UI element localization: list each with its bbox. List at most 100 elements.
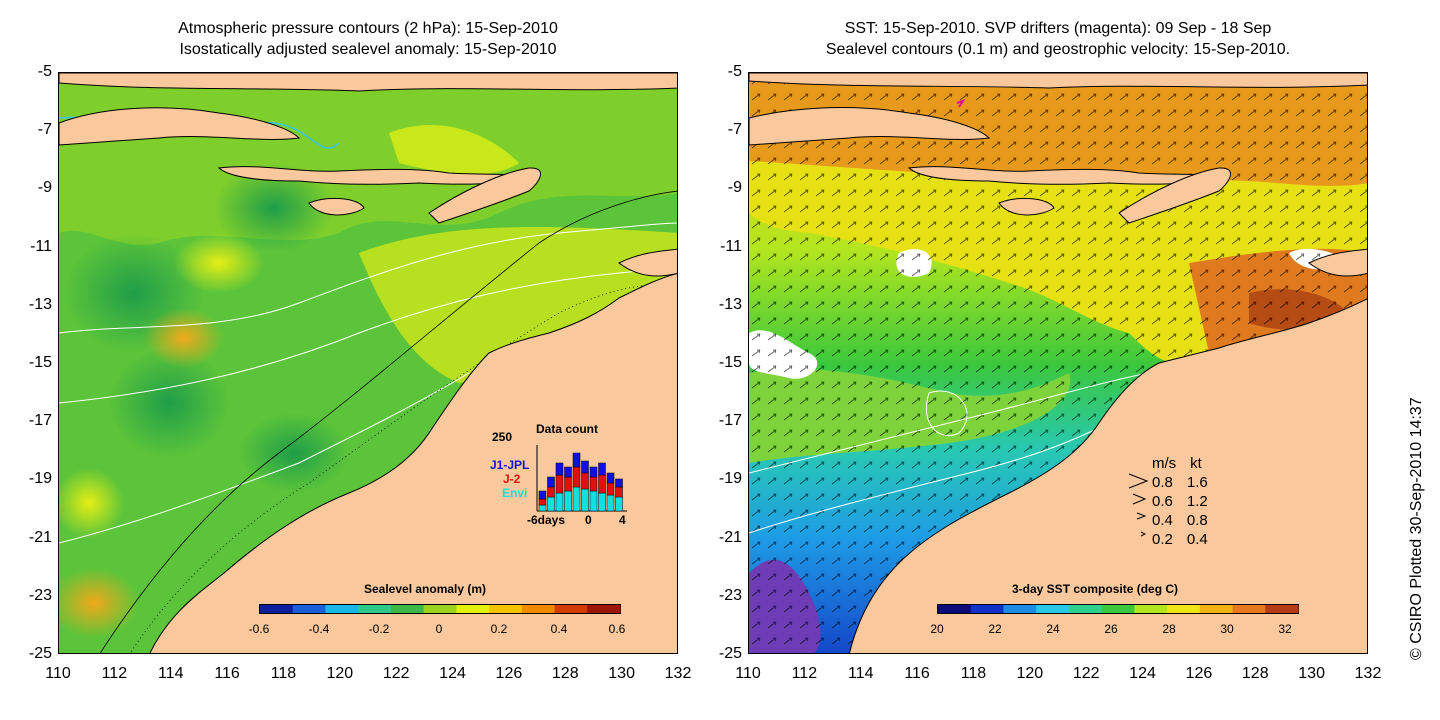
velocity-legend-kt: 1.6 (1186, 474, 1208, 491)
x-tick-label: 124 (1129, 665, 1156, 682)
inset-legend-j1: J1-JPL (490, 458, 530, 472)
inset-bar-segment (598, 474, 606, 494)
java-island (749, 107, 991, 146)
credit-text: © CSIRO Plotted 30-Sep-2010 14:37 (1408, 397, 1425, 660)
x-tick-label: 130 (1298, 665, 1325, 682)
timor-island (1118, 167, 1231, 224)
inset-bar-segment (564, 466, 572, 478)
inset-bar-segment (572, 452, 581, 468)
australia-landmass (849, 298, 1367, 653)
right-map-title: SST: 15-Sep-2010. SVP drifters (magenta)… (748, 18, 1368, 60)
right-title-line-1: SST: 15-Sep-2010. SVP drifters (magenta)… (844, 20, 1272, 37)
x-tick-label: 114 (157, 665, 184, 682)
velocity-legend-kt: 1.2 (1186, 493, 1208, 510)
colorbar-segment (489, 605, 523, 613)
x-tick-label: 132 (1354, 665, 1382, 682)
y-tick-label: -15 (718, 354, 742, 371)
y-tick-label: -9 (727, 179, 742, 197)
x-tick-label: 128 (551, 665, 579, 682)
x-tick-label: 122 (1072, 665, 1100, 682)
colorbar-segment (260, 605, 294, 613)
inset-bar-segment (572, 466, 581, 488)
left-cb-tick: -0.4 (308, 622, 330, 636)
right-cb-tick: 26 (1104, 622, 1118, 636)
velocity-legend-ms: 0.4 (1152, 512, 1173, 529)
left-cb-tick: -0.6 (248, 622, 270, 636)
y-tick-label: -17 (28, 412, 52, 430)
inset-bar-segment (615, 486, 623, 498)
australia-landmass (149, 273, 677, 653)
sealevel-anomaly-map (58, 72, 678, 654)
colorbar-segment (1134, 605, 1168, 613)
inset-bar-segment (581, 460, 589, 474)
x-tick-label: 130 (608, 665, 635, 682)
inset-bar-segment (547, 496, 555, 512)
right-cb-tick: 20 (930, 622, 944, 636)
left-cb-tick: 0.2 (490, 622, 508, 636)
x-tick-label: 128 (1241, 665, 1269, 682)
colorbar-segment (390, 605, 425, 613)
svp-drifter-track (956, 99, 966, 108)
sumba-island (308, 197, 365, 216)
colorbar-segment (456, 605, 490, 613)
inset-bar-segment (564, 490, 572, 512)
y-tick-label: -21 (28, 528, 52, 546)
right-colorbar-label: 3-day SST composite (deg C) (1012, 582, 1179, 596)
x-tick-label: 120 (326, 665, 354, 682)
y-tick-label: -9 (37, 179, 52, 197)
left-cb-tick: -0.2 (368, 622, 390, 636)
inset-bar-segment (581, 472, 589, 490)
inset-bar-segment (581, 488, 589, 512)
velocity-legend-kt: 0.8 (1186, 512, 1208, 529)
colorbar-segment (1167, 605, 1201, 613)
inset-bar-segment (555, 462, 564, 476)
x-tick-label: 126 (495, 665, 523, 682)
right-cb-tick: 24 (1046, 622, 1060, 636)
y-tick-label: -11 (30, 237, 52, 255)
y-tick-label: -13 (718, 295, 742, 313)
right-cb-tick: 30 (1220, 622, 1234, 636)
colorbar-segment (1003, 605, 1037, 613)
colorbar-segment (938, 605, 972, 613)
right-cb-tick: 22 (988, 622, 1002, 636)
inset-bar-segment (572, 486, 581, 512)
left-title-line-1: Atmospheric pressure contours (2 hPa): 1… (178, 20, 558, 37)
y-tick-label: -23 (28, 586, 52, 604)
inset-bar-segment (589, 476, 598, 492)
inset-bar-segment (555, 474, 564, 494)
x-tick-label: 118 (960, 665, 987, 682)
left-cb-tick: 0 (435, 622, 443, 636)
colorbar-segment (423, 605, 457, 613)
colorbar-segment (358, 605, 392, 613)
inset-bar-segment (538, 490, 547, 500)
colorbar-segment (1265, 605, 1299, 613)
x-tick-label: 110 (735, 665, 761, 682)
inset-bar-segment (538, 498, 547, 506)
colorbar-segment (325, 605, 359, 613)
right-title-line-2: Sealevel contours (0.1 m) and geostrophi… (825, 41, 1291, 58)
inset-bar-segment (564, 476, 572, 492)
y-tick-label: -17 (718, 412, 742, 430)
x-tick-label: 112 (791, 665, 818, 682)
colorbar-segment (970, 605, 1004, 613)
data-count-inset (536, 445, 627, 512)
velocity-legend-header-kt: kt (1190, 455, 1202, 472)
inset-bar-segment (615, 478, 623, 488)
colorbar-segment (1199, 605, 1234, 613)
inset-bar-segment (547, 476, 555, 488)
y-tick-label: -25 (28, 645, 52, 662)
colorbar-segment (521, 605, 556, 613)
inset-bar-segment (598, 462, 606, 476)
inset-bar-segment (598, 492, 606, 512)
colorbar-segment (292, 605, 326, 613)
timor-island (428, 167, 541, 224)
colorbar-segment (587, 605, 621, 613)
inset-ymax-label: 250 (492, 430, 513, 444)
y-tick-label: -7 (727, 121, 742, 139)
velocity-legend-kt: 0.4 (1186, 531, 1208, 548)
y-tick-label: -19 (28, 470, 52, 488)
x-tick-label: 114 (847, 665, 874, 682)
right-cb-tick: 32 (1278, 622, 1292, 636)
inset-bar-segment (538, 504, 547, 512)
inset-bar-segment (547, 486, 555, 498)
